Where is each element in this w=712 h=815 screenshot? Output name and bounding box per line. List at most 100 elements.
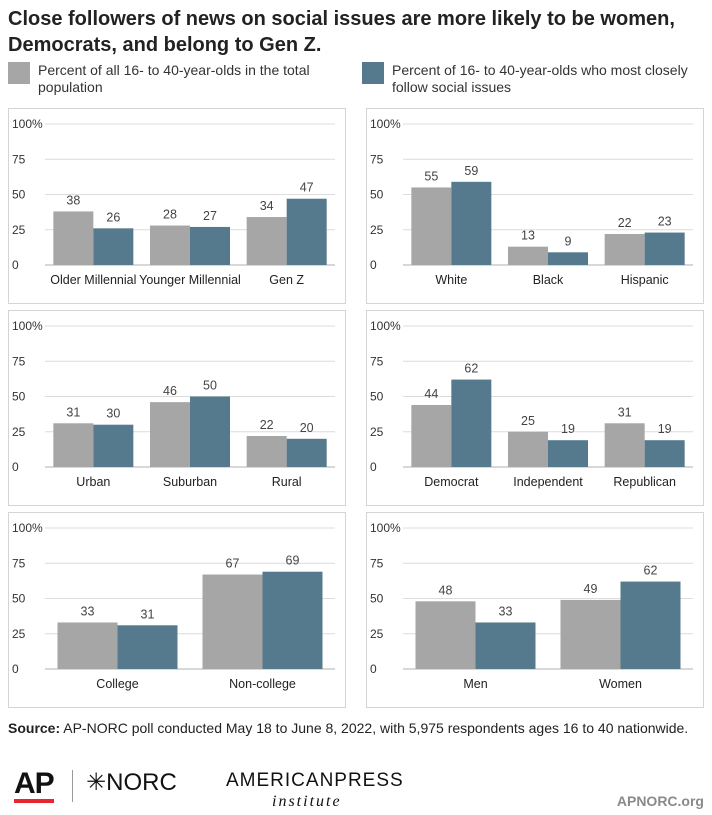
data-label: 62	[464, 362, 478, 376]
y-tick-label: 0	[370, 258, 377, 272]
american-press-logo: AMERICANPRESS	[226, 770, 404, 791]
data-label: 47	[300, 181, 314, 195]
bar-younger-millennial-total-population	[150, 225, 190, 265]
bar-chart-svg: 0 25 50 75 100% 55 59 White 13 9 Black 22 23 Hispanic	[370, 117, 693, 287]
data-label: 33	[81, 604, 95, 618]
bar-non-college-close-followers	[262, 571, 323, 669]
bar-independent-close-followers	[548, 440, 588, 467]
data-label: 9	[565, 234, 572, 248]
legend-swatch-gray	[8, 62, 30, 84]
data-label: 27	[203, 209, 217, 223]
ap-logo-bar	[14, 799, 54, 803]
data-label: 13	[521, 229, 535, 243]
category-label-urban: Urban	[76, 475, 110, 489]
y-tick-label: 0	[370, 662, 377, 676]
data-label: 22	[618, 216, 632, 230]
bar-younger-millennial-close-followers	[190, 226, 230, 265]
data-label: 59	[464, 164, 478, 178]
data-label: 31	[141, 607, 155, 621]
category-label-independent: Independent	[513, 475, 583, 489]
data-label: 22	[260, 418, 274, 432]
bar-men-close-followers	[475, 622, 536, 669]
bar-democrat-total-population	[411, 404, 452, 467]
bar-rural-total-population	[246, 435, 287, 467]
bar-urban-close-followers	[93, 424, 134, 467]
y-tick-label: 100%	[12, 521, 43, 535]
chart-panel-education: 0 25 50 75 100% 33 31 College 67 69 Non-college	[8, 512, 346, 708]
logo-divider	[72, 770, 73, 802]
bar-hispanic-total-population	[604, 233, 645, 265]
y-tick-label: 50	[370, 390, 384, 404]
legend-label-total-population: Percent of all 16- to 40-year-olds in th…	[38, 62, 310, 95]
bar-democrat-close-followers	[451, 379, 492, 467]
category-label-college: College	[96, 677, 138, 691]
site-url: APNORC.org	[616, 793, 704, 809]
category-label-women: Women	[599, 677, 642, 691]
y-tick-label: 0	[12, 460, 19, 474]
category-label-men: Men	[463, 677, 487, 691]
norc-logo: ✳NORC	[86, 769, 177, 796]
bar-college-total-population	[57, 622, 118, 669]
data-label: 19	[561, 422, 575, 436]
bar-white-total-population	[411, 187, 452, 265]
legend-label-close-followers: Percent of 16- to 40-year-olds who most …	[392, 62, 688, 95]
bar-older-millennial-total-population	[53, 211, 94, 265]
data-label: 38	[66, 193, 80, 207]
source-label: Source:	[8, 720, 61, 736]
y-tick-label: 50	[12, 592, 26, 606]
bar-suburban-total-population	[150, 402, 190, 467]
category-label-white: White	[435, 273, 467, 287]
y-tick-label: 100%	[370, 319, 401, 333]
y-tick-label: 50	[12, 390, 26, 404]
data-label: 26	[106, 210, 120, 224]
data-label: 33	[499, 604, 513, 618]
chart-title: Close followers of news on social issues…	[8, 8, 675, 56]
bar-older-millennial-close-followers	[93, 228, 134, 265]
bar-women-total-population	[560, 599, 621, 669]
data-label: 48	[439, 583, 453, 597]
y-tick-label: 75	[370, 152, 384, 166]
data-label: 30	[106, 407, 120, 421]
data-label: 46	[163, 384, 177, 398]
ap-logo: AP	[14, 767, 55, 800]
category-label-older-millennial: Older Millennial	[50, 273, 136, 287]
category-label-younger-millennial: Younger Millennial	[139, 273, 241, 287]
data-label: 23	[658, 215, 672, 229]
data-label: 31	[66, 405, 80, 419]
bar-suburban-close-followers	[190, 396, 230, 467]
data-label: 67	[226, 557, 240, 571]
data-label: 62	[644, 564, 658, 578]
bar-chart-svg: 0 25 50 75 100% 48 33 Men 49 62 Women	[370, 521, 693, 691]
category-label-rural: Rural	[272, 475, 302, 489]
bar-black-close-followers	[548, 252, 588, 265]
bar-white-close-followers	[451, 181, 492, 265]
y-tick-label: 100%	[370, 521, 401, 535]
data-label: 28	[163, 208, 177, 222]
data-label: 20	[300, 421, 314, 435]
y-tick-label: 0	[12, 258, 19, 272]
y-tick-label: 50	[370, 188, 384, 202]
chart-panel-gender: 0 25 50 75 100% 48 33 Men 49 62 Women	[366, 512, 704, 708]
legend-item-close-followers: Percent of 16- to 40-year-olds who most …	[362, 62, 702, 96]
chart-panel-race: 0 25 50 75 100% 55 59 White 13 9 Black 22 23 Hispanic	[366, 108, 704, 304]
bar-chart-svg: 0 25 50 75 100% 44 62 Democrat 25 19 Independent 31…	[370, 319, 693, 489]
y-tick-label: 0	[370, 460, 377, 474]
chart-panel-generation: 0 25 50 75 100% 38 26 Older Millennial 28 27 Young…	[8, 108, 346, 304]
data-label: 19	[658, 422, 672, 436]
y-tick-label: 50	[370, 592, 384, 606]
y-tick-label: 25	[370, 425, 384, 439]
bar-republican-close-followers	[644, 440, 685, 467]
source-note: Source: AP-NORC poll conducted May 18 to…	[8, 719, 708, 738]
source-text: AP-NORC poll conducted May 18 to June 8,…	[63, 720, 689, 736]
data-label: 44	[424, 387, 438, 401]
y-tick-label: 75	[370, 556, 384, 570]
bar-chart-svg: 0 25 50 75 100% 33 31 College 67 69 Non-college	[12, 521, 335, 691]
bar-gen-z-total-population	[246, 217, 287, 265]
data-label: 69	[286, 554, 300, 568]
bar-chart-svg: 0 25 50 75 100% 31 30 Urban 46 50 Suburban 22 20 Rura…	[12, 319, 335, 489]
legend-swatch-blue	[362, 62, 384, 84]
bar-women-close-followers	[620, 581, 681, 669]
y-tick-label: 75	[12, 152, 26, 166]
bar-black-total-population	[508, 246, 548, 265]
category-label-gen-z: Gen Z	[269, 273, 304, 287]
